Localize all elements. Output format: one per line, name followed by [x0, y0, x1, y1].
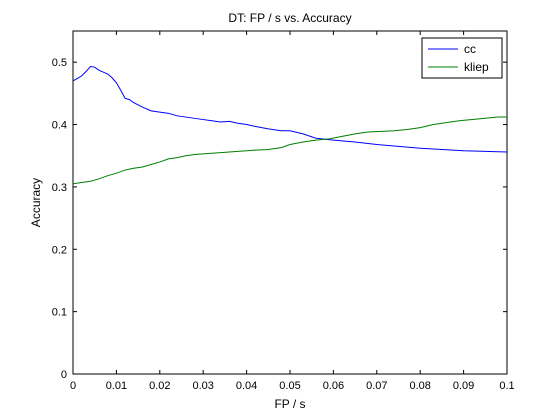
series-layer: [72, 66, 508, 185]
x-tick-label: 0.02: [149, 380, 170, 392]
y-tick-label: 0.3: [52, 182, 67, 194]
x-tick-label: 0.04: [236, 380, 257, 392]
legend-box: [421, 37, 503, 79]
x-axis-ticks: 0 0.01 0.02 0.03 0.04 0.05 0.06 0.07 0.08 0.09 0.1: [70, 31, 515, 392]
y-tick-label: 0.4: [52, 120, 67, 132]
series-line-cc: [72, 66, 508, 153]
y-tick-label: 0.5: [52, 57, 67, 69]
legend-label-cc: cc: [464, 42, 476, 56]
y-axis-ticks: 0 0.1 0.2 0.3 0.4 0.5: [52, 57, 507, 381]
y-axis-label: Accuracy: [29, 178, 43, 227]
chart-title: DT: FP / s vs. Accuracy: [228, 11, 351, 25]
series-line-kliep: [72, 116, 507, 185]
x-tick-label: 0.07: [366, 380, 387, 392]
x-tick-label: 0.09: [453, 380, 474, 392]
x-tick-label: 0.08: [409, 380, 430, 392]
y-tick-label: 0: [61, 369, 67, 381]
x-axis-label: FP / s: [274, 397, 305, 411]
y-tick-label: 0.1: [52, 307, 67, 319]
x-tick-label: 0.03: [192, 380, 213, 392]
legend-label-kliep: kliep: [464, 60, 489, 74]
y-tick-label: 0.2: [52, 244, 67, 256]
plot-area: [72, 30, 508, 375]
x-tick-label: 0.01: [106, 380, 127, 392]
x-tick-label: 0.1: [499, 380, 514, 392]
x-tick-label: 0.05: [279, 380, 300, 392]
x-tick-label: 0: [70, 380, 76, 392]
legend: cc kliep: [421, 37, 503, 79]
x-tick-label: 0.06: [323, 380, 344, 392]
